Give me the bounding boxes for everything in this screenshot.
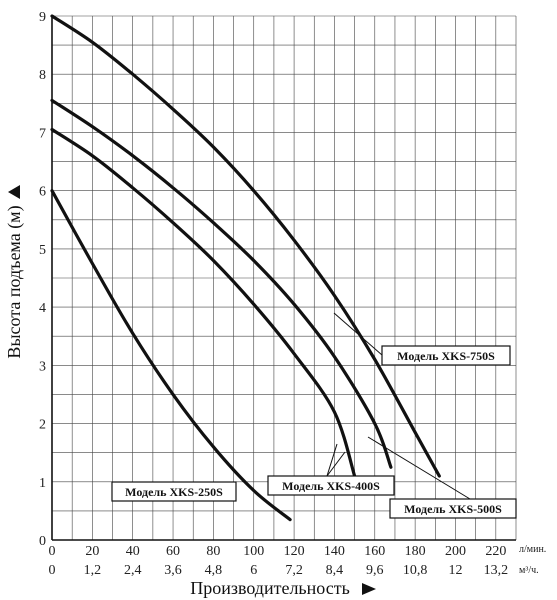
y-tick-label: 5 (39, 243, 46, 258)
model-label: Модель XKS-750S (397, 349, 495, 363)
x-tick-label-primary: 100 (243, 544, 264, 559)
y-tick-label: 0 (39, 534, 46, 549)
y-tick-label: 3 (39, 359, 46, 374)
x-tick-label-primary: 160 (364, 544, 385, 559)
x-tick-label-secondary: 0 (49, 563, 56, 578)
x-tick-label-secondary: 12 (448, 563, 462, 578)
model-label-box (389, 498, 517, 519)
y-tick-label: 1 (39, 476, 46, 491)
x-tick-label-primary: 40 (126, 544, 140, 559)
x-tick-label-secondary: 7,2 (285, 563, 303, 578)
y-tick-label: 2 (39, 418, 46, 433)
x-tick-label-primary: 180 (405, 544, 426, 559)
y-tick-label: 6 (39, 185, 46, 200)
curve-xks-750s (50, 14, 441, 478)
grid (51, 15, 517, 541)
x-tick-label-secondary: 6 (250, 563, 257, 578)
y-tick-label: 8 (39, 68, 46, 83)
x-tick-label-primary: 120 (284, 544, 305, 559)
x-tick-label-primary: 220 (485, 544, 506, 559)
model-label: Модель XKS-400S (282, 479, 380, 493)
x-tick-label-primary: 60 (166, 544, 180, 559)
model-label-leader (326, 451, 346, 477)
x-tick-labels-secondary: 0 1,2 2,4 3,6 4,8 6 7,2 8,4 9,6 10,8 12 13,2 (49, 563, 509, 578)
x-tick-labels-primary: 0 20 40 60 80 100 120 140 160 180 200 220 (49, 544, 507, 559)
model-label-leader (326, 443, 338, 477)
curve-xks-500s (50, 98, 393, 469)
axes (51, 16, 516, 541)
y-tick-labels: 0 1 2 3 4 5 6 7 8 9 (39, 10, 46, 549)
pump-curves (50, 14, 441, 522)
x-tick-label-secondary: 13,2 (484, 563, 509, 578)
x-tick-label-secondary: 2,4 (124, 563, 142, 578)
model-label: Модель XKS-500S (404, 502, 502, 516)
x-unit-primary: л/мин. (519, 544, 546, 555)
model-label-box (267, 475, 395, 496)
x-tick-label-secondary: 10,8 (403, 563, 428, 578)
curve-xks-400s (50, 127, 357, 478)
y-axis-title: Высота подъема (м) (4, 205, 25, 358)
y-tick-label: 9 (39, 10, 46, 25)
model-label-leader (367, 436, 471, 500)
x-tick-label-primary: 20 (85, 544, 99, 559)
x-tick-label-secondary: 8,4 (326, 563, 344, 578)
x-tick-label-secondary: 1,2 (84, 563, 102, 578)
y-tick-label: 4 (39, 301, 46, 316)
model-labels: Модель XKS-250S Модель XKS-400S Модель XKS… (111, 312, 517, 519)
x-axis-arrow-icon (362, 583, 376, 595)
y-tick-label: 7 (39, 126, 46, 141)
x-axis-title: Производительность (190, 578, 350, 598)
x-tick-label-primary: 200 (445, 544, 466, 559)
model-label: Модель XKS-250S (125, 485, 223, 499)
curve-xks-250s (50, 189, 292, 522)
x-unit-secondary: м³/ч. (519, 565, 539, 576)
x-tick-label-secondary: 3,6 (164, 563, 182, 578)
model-label-box (111, 481, 237, 502)
y-axis-arrow-icon (8, 185, 20, 199)
x-tick-label-secondary: 4,8 (205, 563, 223, 578)
x-tick-label-primary: 80 (206, 544, 220, 559)
x-tick-label-primary: 140 (324, 544, 345, 559)
model-label-box (381, 345, 511, 366)
x-tick-label-secondary: 9,6 (366, 563, 384, 578)
model-label-leader (333, 312, 383, 356)
x-tick-label-primary: 0 (49, 544, 56, 559)
